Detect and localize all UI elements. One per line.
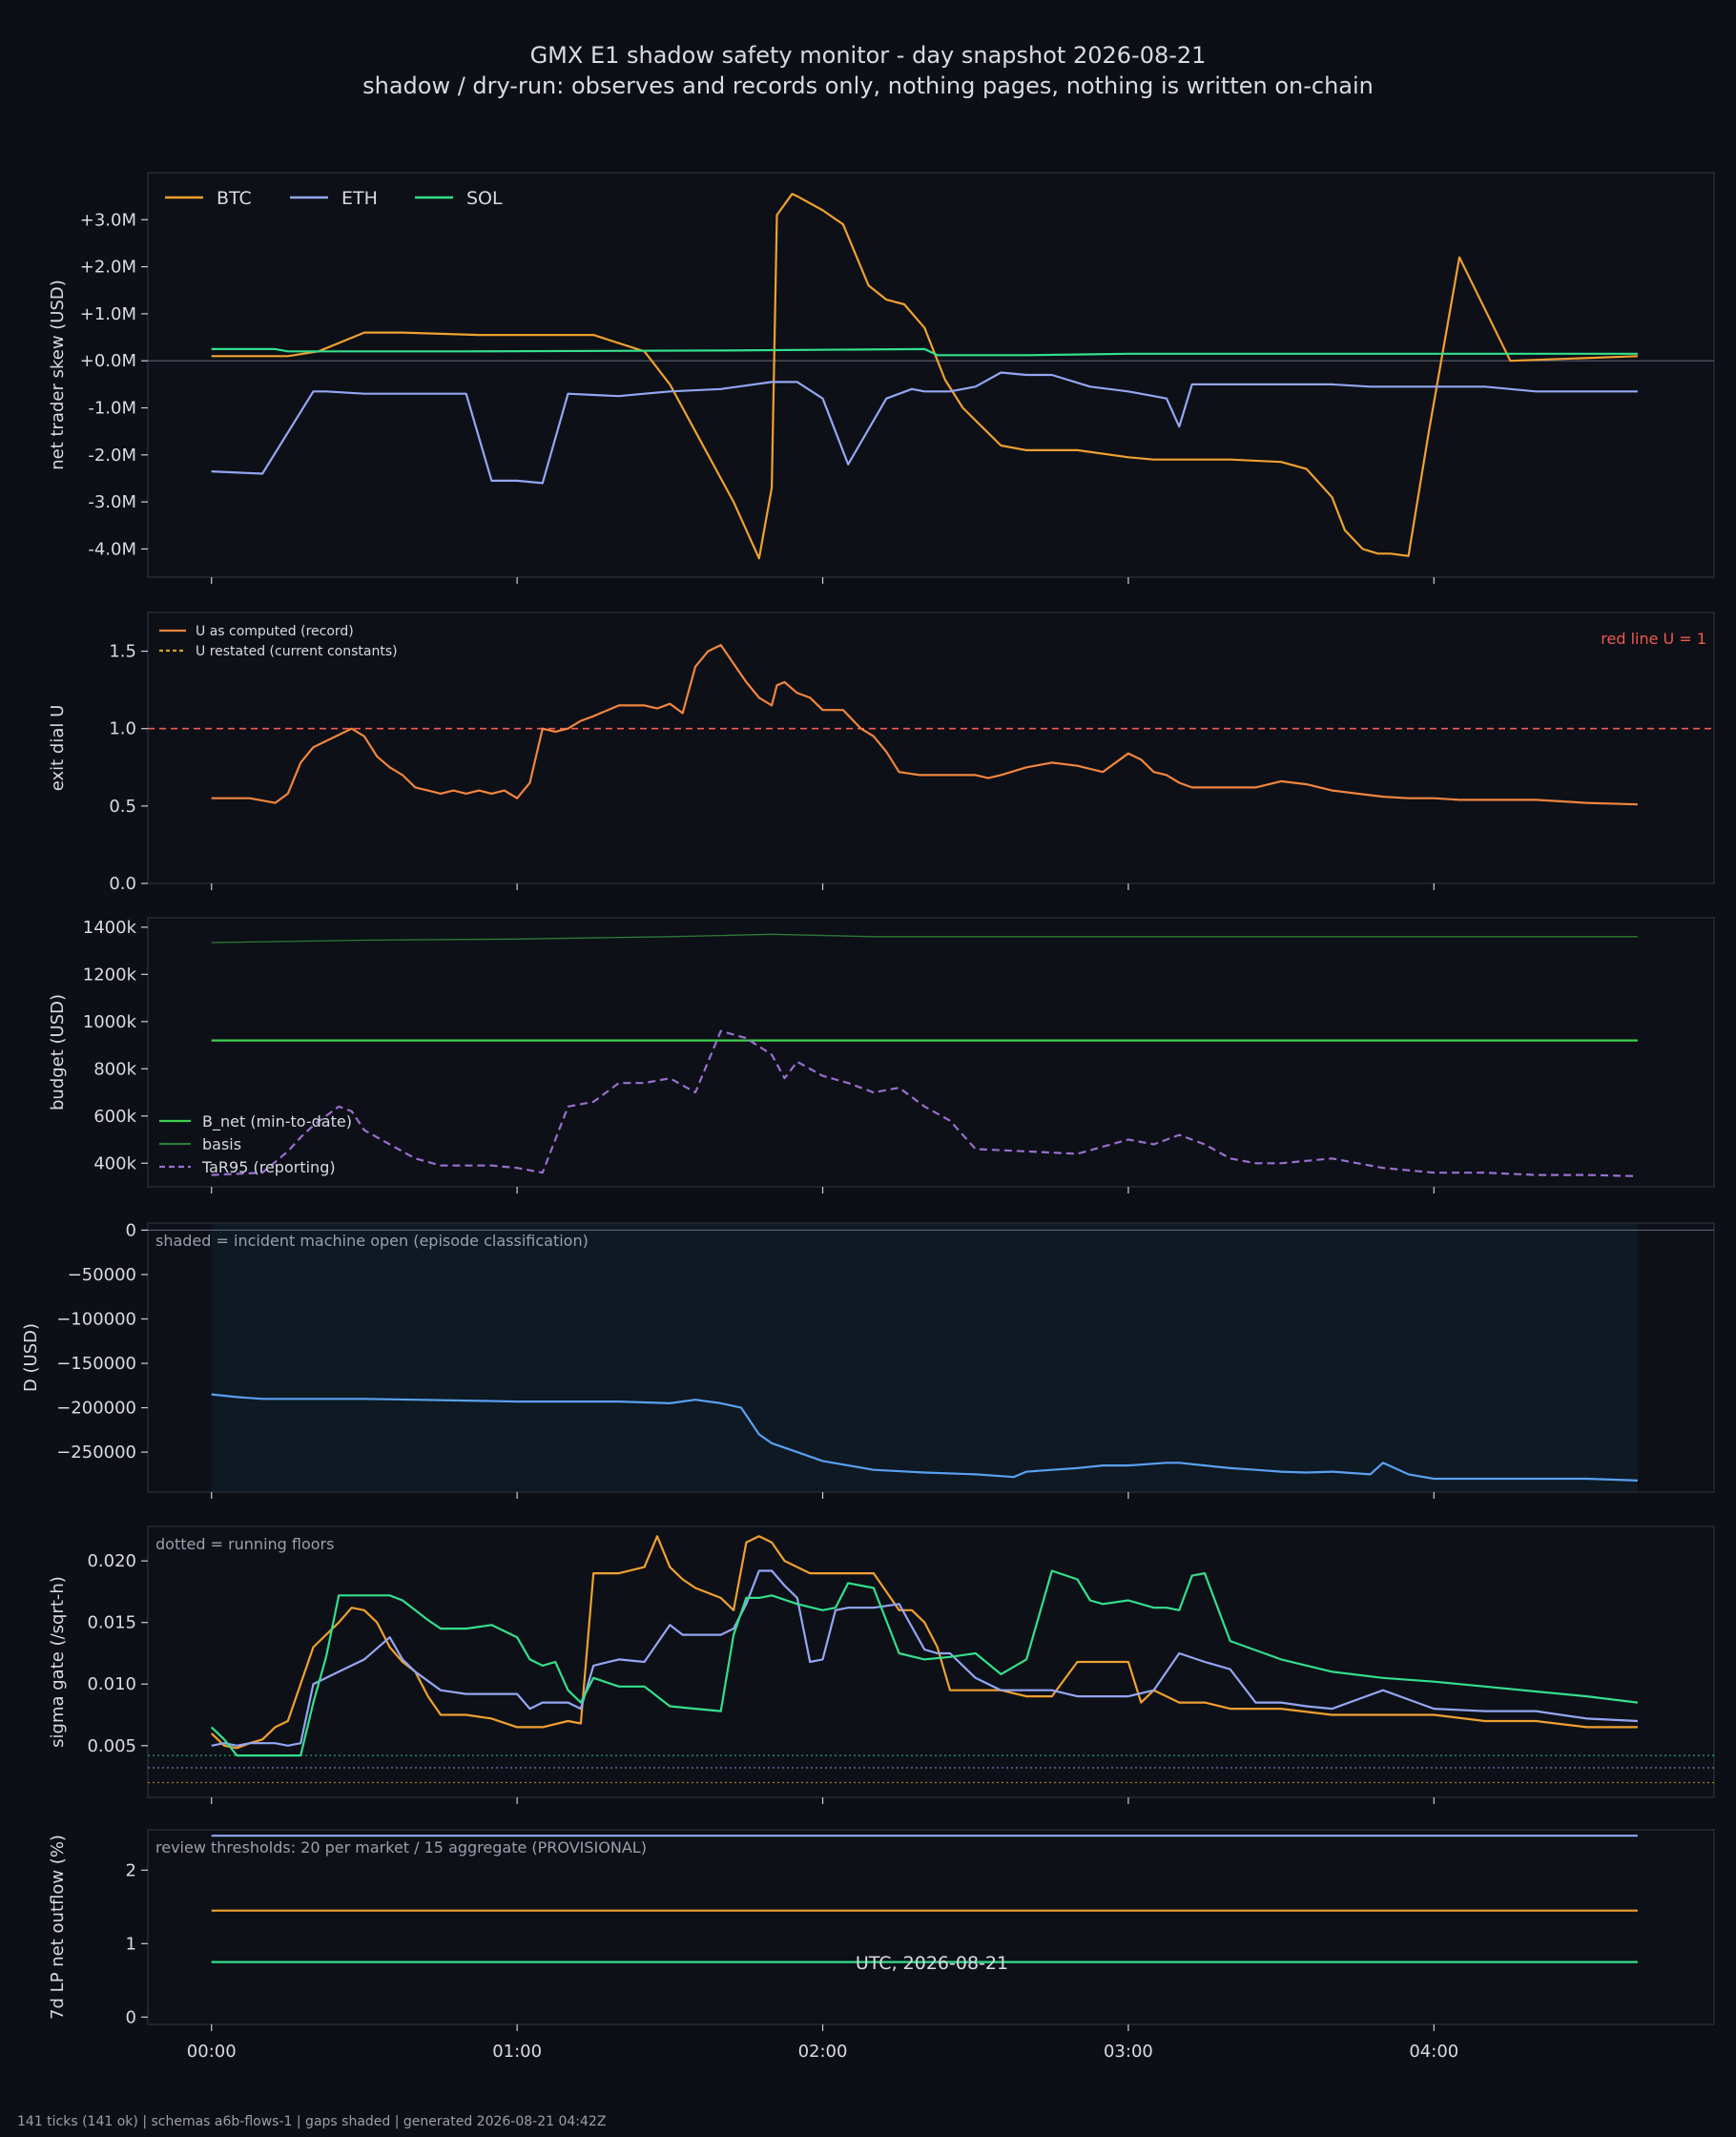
y-axis-label: exit dial U bbox=[48, 705, 68, 792]
y-tick-label: 1400k bbox=[83, 918, 137, 938]
footer-status: 141 ticks (141 ok) | schemas a6b-flows-1… bbox=[17, 2114, 606, 2129]
panel-annotation: dotted = running floors bbox=[155, 1535, 334, 1553]
x-tick-label: 03:00 bbox=[1104, 2042, 1153, 2062]
chart-panels: +3.0M +2.0M +1.0M +0.0M -1.0M -2.0M -3.0M -4.0M… bbox=[21, 172, 1715, 2062]
y-tick-label: 400k bbox=[93, 1153, 136, 1173]
panel-5: 0.005 0.010 0.015 0.020 sigma gate (/sqrt-h)… bbox=[48, 1525, 1715, 1804]
y-tick-label: 0.020 bbox=[87, 1551, 136, 1571]
panel-annotation: shaded = incident machine open (episode … bbox=[155, 1232, 589, 1250]
legend-label: ETH bbox=[341, 188, 378, 209]
y-tick-label: +0.0M bbox=[80, 351, 136, 371]
y-tick-label: 800k bbox=[93, 1059, 136, 1079]
series-line-btc bbox=[211, 193, 1638, 560]
x-tick-label: 01:00 bbox=[492, 2042, 542, 2062]
legend-label: BTC bbox=[217, 188, 252, 209]
y-tick-label: −250000 bbox=[56, 1442, 136, 1463]
plot-area bbox=[147, 917, 1715, 1188]
y-tick-label: 1000k bbox=[83, 1012, 137, 1032]
y-tick-label: 1 bbox=[126, 1934, 136, 1954]
y-tick-label: 600k bbox=[93, 1107, 136, 1127]
y-tick-label: −50000 bbox=[68, 1265, 136, 1285]
series-line-sol bbox=[210, 1569, 1639, 1757]
series-line-u-as-computed-record- bbox=[211, 643, 1638, 806]
panel-6: 0 1 2 7d LP net outflow (%) review threshold… bbox=[48, 1829, 1715, 2062]
panel-4: 0 −50000 −100000 −150000 −200000 −250000 D (US… bbox=[21, 1220, 1715, 1499]
x-tick-label: 02:00 bbox=[798, 2042, 848, 2062]
y-tick-label: 0 bbox=[126, 1220, 136, 1240]
panel-3: 400k 600k 800k 1000k 1200k 1400k budget (USD) B… bbox=[48, 917, 1715, 1193]
y-tick-label: 0.005 bbox=[87, 1736, 136, 1756]
y-tick-label: −200000 bbox=[56, 1399, 136, 1419]
y-tick-label: 0.5 bbox=[109, 797, 136, 817]
y-tick-label: +3.0M bbox=[80, 210, 136, 230]
panel-1: +3.0M +2.0M +1.0M +0.0M -1.0M -2.0M -3.0M -4.0M… bbox=[48, 172, 1715, 584]
series-line-eth bbox=[211, 1569, 1638, 1747]
series-line-btc bbox=[210, 1535, 1638, 1750]
legend-label: U restated (current constants) bbox=[196, 644, 398, 659]
x-axis-label: UTC, 2026-08-21 bbox=[856, 1953, 1008, 1974]
figure-subtitle: shadow / dry-run: observes and records o… bbox=[362, 73, 1374, 99]
y-tick-label: 0 bbox=[126, 2007, 136, 2027]
red-line-label: red line U = 1 bbox=[1601, 630, 1706, 648]
legend-label: SOL bbox=[466, 188, 503, 209]
y-tick-label: 0.010 bbox=[87, 1674, 136, 1694]
plot-area bbox=[147, 612, 1715, 884]
y-tick-label: −100000 bbox=[56, 1310, 136, 1330]
plot-area bbox=[147, 172, 1715, 578]
plot-area bbox=[147, 1525, 1715, 1798]
series-line-sol bbox=[211, 347, 1638, 357]
legend-label: B_net (min-to-date) bbox=[202, 1112, 352, 1131]
y-tick-label: 1200k bbox=[83, 965, 137, 985]
y-axis-label: 7d LP net outflow (%) bbox=[48, 1835, 68, 2020]
figure-title: GMX E1 shadow safety monitor - day snaps… bbox=[530, 42, 1207, 69]
y-tick-label: −150000 bbox=[56, 1354, 136, 1374]
y-tick-label: 1.0 bbox=[109, 719, 136, 739]
y-axis-label: budget (USD) bbox=[48, 994, 68, 1110]
y-tick-label: 2 bbox=[126, 1860, 136, 1880]
y-tick-label: 0.0 bbox=[109, 874, 136, 894]
y-tick-label: +2.0M bbox=[80, 258, 136, 278]
legend-label: U as computed (record) bbox=[196, 624, 354, 639]
y-tick-label: -2.0M bbox=[88, 446, 136, 466]
y-axis-label: sigma gate (/sqrt-h) bbox=[48, 1576, 68, 1748]
y-axis-label: D (USD) bbox=[21, 1323, 41, 1392]
panel-2: 0.0 0.5 1.0 1.5 exit dial U red line U = 1 U a… bbox=[48, 612, 1715, 894]
legend-label: TaR95 (reporting) bbox=[201, 1158, 336, 1176]
y-tick-label: 1.5 bbox=[109, 642, 136, 662]
y-tick-label: 0.015 bbox=[87, 1613, 136, 1633]
y-axis-label: net trader skew (USD) bbox=[48, 280, 68, 470]
series-line-basis bbox=[211, 933, 1638, 944]
y-tick-label: +1.0M bbox=[80, 304, 136, 324]
y-tick-label: -3.0M bbox=[88, 492, 136, 512]
incident-shade bbox=[211, 1224, 1638, 1491]
y-tick-label: -4.0M bbox=[88, 539, 136, 559]
series-line-tar95-reporting- bbox=[211, 1029, 1638, 1177]
series-line-d bbox=[211, 1393, 1638, 1482]
legend-label: basis bbox=[202, 1135, 241, 1153]
x-tick-label: 04:00 bbox=[1409, 2042, 1458, 2062]
series-line-eth bbox=[211, 371, 1638, 485]
x-tick-label: 00:00 bbox=[187, 2042, 237, 2062]
panel-annotation: review thresholds: 20 per market / 15 ag… bbox=[155, 1838, 647, 1857]
y-tick-label: -1.0M bbox=[88, 399, 136, 419]
plot-area bbox=[147, 1829, 1715, 2025]
